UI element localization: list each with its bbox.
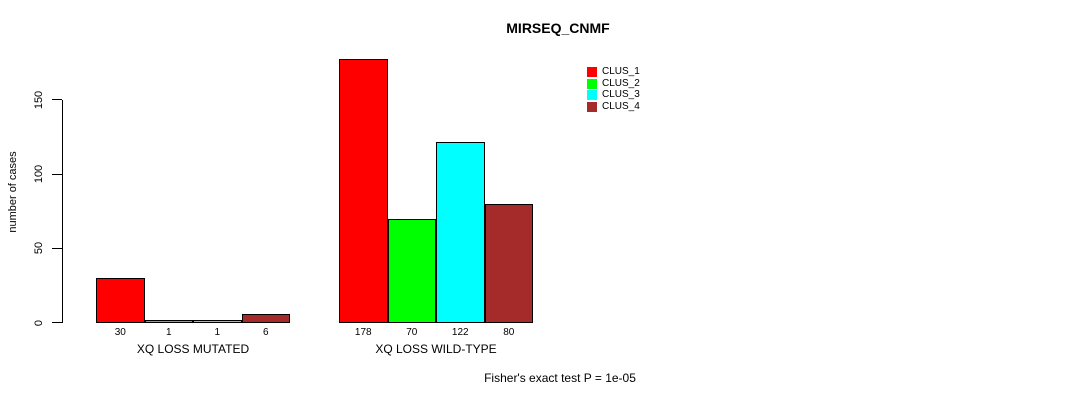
legend-swatch <box>587 90 597 101</box>
legend-label: CLUS_2 <box>602 77 640 89</box>
bar-value-label: 70 <box>406 327 418 338</box>
y-tick <box>52 99 62 101</box>
legend-item: CLUS_2 <box>587 78 640 90</box>
chart-title: MIRSEQ_CNMF <box>506 20 610 36</box>
bar <box>436 141 485 323</box>
legend: CLUS_1 CLUS_2 CLUS_3 CLUS_4 <box>587 66 640 113</box>
legend-label: CLUS_4 <box>602 101 640 113</box>
y-tick-label: 150 <box>33 90 45 109</box>
bar-value-label: 178 <box>354 327 372 338</box>
x-axis-group-label: XQ LOSS MUTATED <box>136 342 250 356</box>
legend-label: CLUS_3 <box>602 89 640 101</box>
y-tick-label: 0 <box>33 319 45 326</box>
y-tick <box>52 247 62 249</box>
y-axis-title: number of cases <box>7 151 19 233</box>
bar <box>241 313 290 323</box>
legend-swatch <box>587 78 597 89</box>
bar-value-label: 30 <box>114 327 126 338</box>
bar-value-label: 122 <box>451 327 469 338</box>
legend-item: CLUS_3 <box>587 90 640 102</box>
bar <box>484 203 533 323</box>
legend-item: CLUS_1 <box>587 66 640 78</box>
y-tick <box>52 173 62 175</box>
bar <box>96 277 145 323</box>
legend-swatch <box>587 102 597 113</box>
bar <box>339 58 388 323</box>
y-tick-label: 50 <box>33 242 45 255</box>
x-axis-group-label: XQ LOSS WILD-TYPE <box>375 342 497 356</box>
bar-value-label: 6 <box>262 327 269 338</box>
bar <box>144 319 193 323</box>
bar-value-label: 1 <box>214 327 221 338</box>
bar-value-label: 80 <box>503 327 515 338</box>
y-tick <box>52 322 62 323</box>
stat-annotation: Fisher's exact test P = 1e-05 <box>484 371 636 385</box>
y-axis-line <box>62 99 63 323</box>
legend-item: CLUS_4 <box>587 101 640 113</box>
legend-label: CLUS_1 <box>602 65 640 77</box>
legend-swatch <box>587 66 597 77</box>
bar-value-label: 1 <box>165 327 172 338</box>
y-tick-label: 100 <box>33 164 45 184</box>
bar <box>193 319 242 323</box>
bar <box>387 218 436 323</box>
